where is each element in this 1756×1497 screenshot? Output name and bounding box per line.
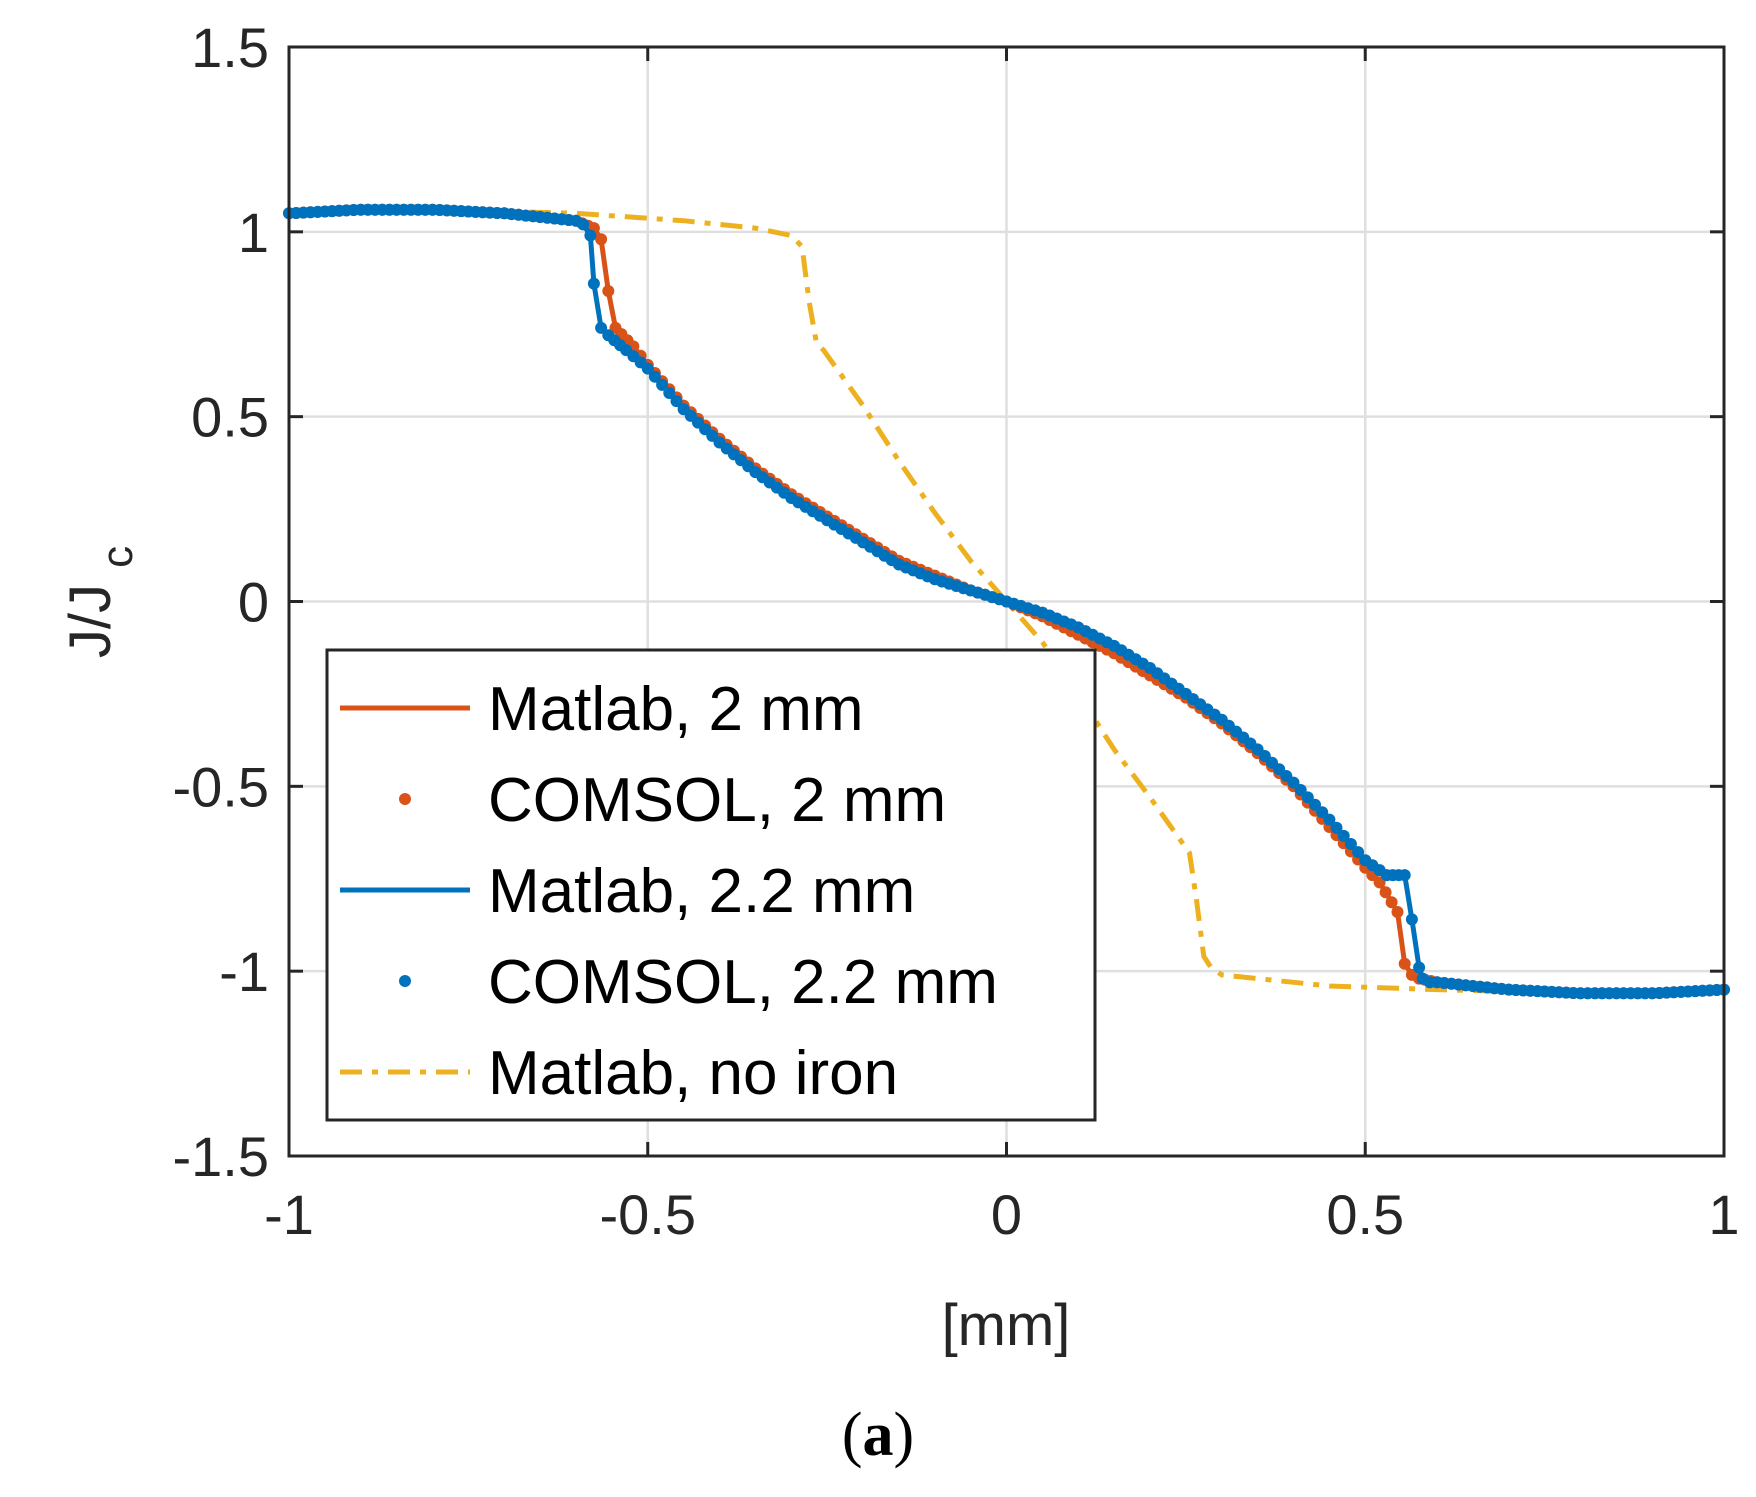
data-point	[1352, 846, 1365, 859]
legend-label-matlab-2-2-mm: Matlab, 2.2 mm	[488, 857, 915, 926]
data-point	[1344, 838, 1357, 850]
legend-label-matlab-2-mm: Matlab, 2 mm	[488, 675, 864, 744]
data-point	[1373, 876, 1386, 889]
data-point	[602, 285, 615, 297]
x-tick-label: 1	[1708, 1183, 1739, 1246]
legend-marker-comsol-2-mm	[399, 793, 411, 805]
data-point	[1405, 913, 1418, 926]
y-tick-label: -1.5	[173, 1125, 270, 1188]
data-point	[587, 277, 600, 290]
legend-label-comsol-2-2-mm: COMSOL, 2.2 mm	[488, 948, 998, 1017]
data-point	[656, 378, 669, 391]
data-point	[1301, 791, 1314, 804]
x-axis-label: [mm]	[942, 1293, 1071, 1358]
caption-letter: a	[862, 1401, 894, 1469]
y-axis-label-subscript: c	[93, 546, 142, 568]
data-point	[648, 370, 661, 383]
x-tick-label: -1	[264, 1183, 314, 1246]
data-point	[1379, 886, 1392, 899]
data-point	[1385, 896, 1398, 909]
y-tick-label: -1	[219, 940, 269, 1003]
data-point	[1413, 961, 1426, 974]
y-tick-label: -0.5	[173, 755, 270, 818]
data-point	[595, 321, 608, 334]
x-tick-label: 0	[991, 1183, 1022, 1246]
data-point	[1294, 784, 1307, 796]
data-point	[1287, 776, 1300, 789]
data-point	[1391, 906, 1404, 918]
data-point	[1309, 798, 1321, 811]
y-axis-label-main: J/J	[58, 584, 123, 658]
series-comsol-2-2-mm	[283, 203, 1730, 1000]
data-point	[1337, 829, 1350, 842]
data-point	[1330, 821, 1343, 834]
data-point	[595, 233, 608, 246]
data-point	[577, 218, 590, 231]
x-tick-label: 0.5	[1326, 1183, 1404, 1246]
data-point	[670, 395, 683, 408]
svg-text:J/J c: J/J c	[58, 546, 142, 658]
data-point	[641, 362, 654, 375]
legend-marker-comsol-2-2-mm	[399, 975, 411, 987]
data-point	[1323, 813, 1336, 826]
legend-label-comsol-2-mm: COMSOL, 2 mm	[488, 766, 946, 835]
data-point	[1398, 869, 1411, 882]
y-tick-label: 0	[238, 571, 269, 634]
plot-series	[283, 203, 1730, 1000]
legend-box	[325, 648, 1097, 1122]
data-point	[1398, 957, 1411, 970]
data-point	[584, 229, 597, 242]
y-tick-label: 0.5	[191, 386, 269, 449]
y-tick-label: 1.5	[191, 16, 269, 79]
data-point	[663, 387, 676, 399]
y-axis-label: J/J c	[58, 546, 142, 658]
figure-caption: (a)	[841, 1401, 915, 1469]
axis-ticks: -1 -0.5 0 0.5 1-1.5-1-0.500.511.5	[173, 16, 1740, 1246]
legend: Matlab, 2 mm COMSOL, 2 mm Matlab, 2.2 mm CO…	[325, 648, 1097, 1122]
x-tick-label: -0.5	[600, 1183, 697, 1246]
data-point	[1316, 806, 1329, 819]
legend-label-matlab-no-iron: Matlab, no iron	[488, 1039, 898, 1108]
series-matlab-no-iron-line	[288, 207, 1725, 996]
y-tick-label: 1	[238, 201, 269, 264]
